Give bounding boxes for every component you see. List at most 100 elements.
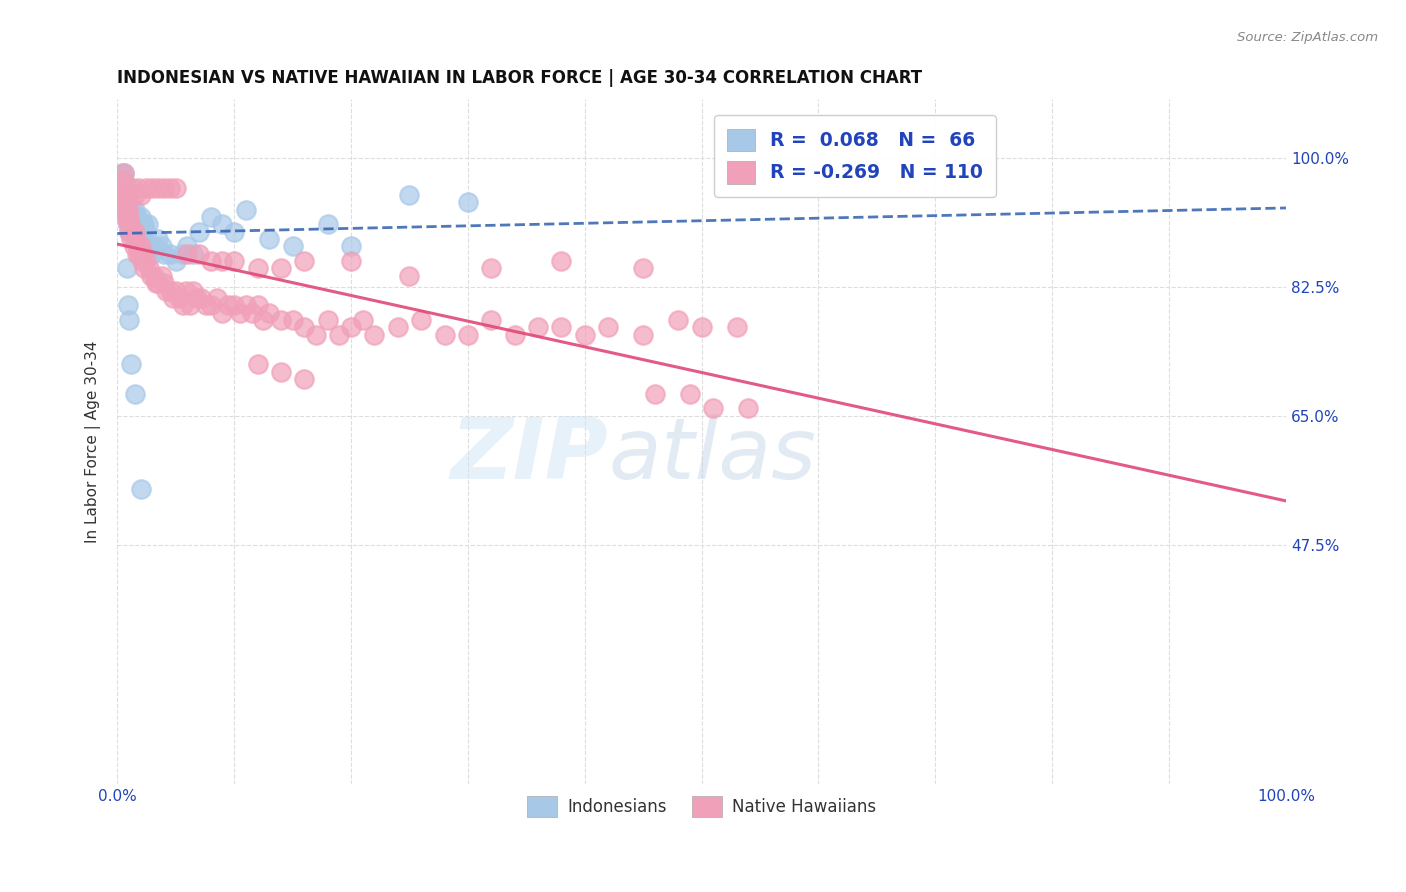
Point: [118, 225, 141, 239]
Point: [200, 210, 222, 224]
Point: [118, 210, 141, 224]
Point: [141, 180, 163, 194]
Text: atlas: atlas: [609, 414, 815, 497]
Point: [316, 313, 339, 327]
Point: [141, 246, 163, 260]
Point: [114, 210, 136, 224]
Point: [598, 320, 620, 334]
Point: [128, 246, 150, 260]
Point: [574, 327, 596, 342]
Point: [125, 232, 148, 246]
Point: [112, 180, 135, 194]
Point: [165, 180, 187, 194]
Point: [112, 173, 135, 187]
Point: [165, 284, 187, 298]
Point: [120, 210, 142, 224]
Point: [631, 327, 654, 342]
Point: [120, 232, 142, 246]
Point: [188, 225, 211, 239]
Point: [129, 187, 152, 202]
Point: [117, 202, 139, 217]
Point: [195, 298, 218, 312]
Point: [631, 261, 654, 276]
Point: [174, 284, 197, 298]
Point: [129, 239, 152, 253]
Point: [211, 306, 233, 320]
Point: [120, 202, 142, 217]
Point: [211, 217, 233, 231]
Point: [188, 246, 211, 260]
Point: [136, 217, 159, 231]
Point: [387, 320, 409, 334]
Point: [159, 284, 181, 298]
Point: [145, 276, 167, 290]
Point: [125, 225, 148, 239]
Point: [457, 195, 479, 210]
Point: [340, 320, 363, 334]
Point: [340, 254, 363, 268]
Point: [179, 298, 201, 312]
Point: [127, 217, 149, 231]
Point: [433, 327, 456, 342]
Point: [176, 239, 198, 253]
Point: [292, 320, 315, 334]
Point: [159, 180, 181, 194]
Point: [112, 180, 135, 194]
Point: [457, 327, 479, 342]
Point: [479, 261, 502, 276]
Point: [114, 202, 136, 217]
Point: [117, 217, 139, 231]
Point: [135, 225, 157, 239]
Y-axis label: In Labor Force | Age 30-34: In Labor Force | Age 30-34: [86, 340, 101, 542]
Point: [118, 195, 141, 210]
Point: [363, 327, 385, 342]
Point: [117, 217, 139, 231]
Point: [142, 268, 165, 283]
Point: [246, 261, 269, 276]
Point: [110, 180, 132, 194]
Point: [328, 327, 350, 342]
Point: [527, 320, 550, 334]
Point: [246, 357, 269, 371]
Point: [117, 202, 139, 217]
Point: [120, 225, 142, 239]
Point: [114, 180, 136, 194]
Point: [165, 254, 187, 268]
Point: [292, 254, 315, 268]
Point: [666, 313, 689, 327]
Point: [121, 225, 143, 239]
Point: [135, 180, 157, 194]
Point: [132, 246, 155, 260]
Point: [112, 187, 135, 202]
Point: [120, 217, 142, 231]
Point: [257, 232, 280, 246]
Point: [167, 291, 190, 305]
Legend: Indonesians, Native Hawaiians: Indonesians, Native Hawaiians: [520, 789, 883, 823]
Point: [129, 483, 152, 497]
Point: [114, 195, 136, 210]
Point: [124, 386, 146, 401]
Point: [246, 298, 269, 312]
Point: [111, 173, 134, 187]
Point: [127, 210, 149, 224]
Point: [124, 225, 146, 239]
Point: [190, 291, 212, 305]
Point: [115, 261, 138, 276]
Point: [127, 239, 149, 253]
Point: [172, 298, 194, 312]
Point: [186, 291, 208, 305]
Point: [121, 180, 143, 194]
Point: [229, 306, 252, 320]
Point: [132, 232, 155, 246]
Point: [118, 225, 141, 239]
Point: [112, 166, 135, 180]
Point: [124, 187, 146, 202]
Point: [122, 239, 145, 253]
Point: [153, 276, 176, 290]
Point: [131, 254, 153, 268]
Point: [150, 239, 173, 253]
Point: [115, 195, 138, 210]
Point: [115, 202, 138, 217]
Point: [148, 276, 170, 290]
Point: [112, 173, 135, 187]
